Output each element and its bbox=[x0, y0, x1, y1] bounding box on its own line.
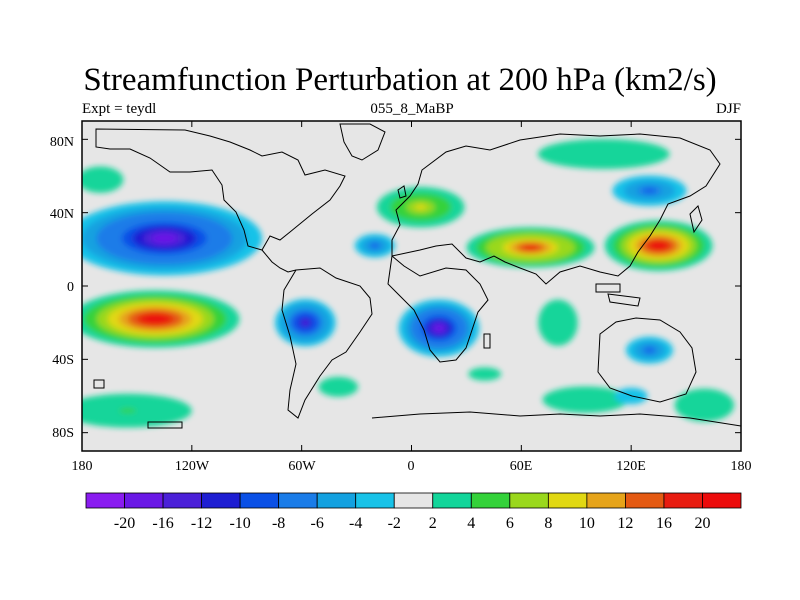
lon-label-180e: 180 bbox=[731, 459, 752, 474]
longitude-axis: 180 120W 60W 0 60E 120E 180 bbox=[72, 459, 752, 474]
anomaly-high-10 bbox=[466, 227, 595, 268]
contour-band bbox=[646, 348, 653, 352]
anomaly-high-13 bbox=[468, 367, 502, 381]
anomaly-low-1 bbox=[354, 233, 396, 258]
contour-band bbox=[119, 408, 137, 413]
colorbar-label: -12 bbox=[191, 515, 212, 532]
contour-band bbox=[433, 324, 445, 332]
period-label: 055_8_MaBP bbox=[370, 101, 454, 117]
anomaly-high-12 bbox=[318, 376, 359, 397]
colorbar-swatch bbox=[124, 492, 164, 509]
colorbar-label: 16 bbox=[656, 515, 672, 532]
colorbar-label: 6 bbox=[506, 515, 514, 532]
lat-label-40n: 40N bbox=[50, 207, 74, 222]
colorbar-label: -20 bbox=[114, 515, 135, 532]
contour-band bbox=[468, 367, 502, 381]
colorbar-label: 12 bbox=[617, 515, 633, 532]
anomaly-high-6 bbox=[82, 166, 124, 193]
anomaly-low-2 bbox=[275, 299, 336, 347]
contour-band bbox=[522, 244, 539, 251]
colorbar-swatch bbox=[85, 492, 125, 509]
lat-label-40s: 40S bbox=[52, 353, 74, 368]
lon-label-120w: 120W bbox=[175, 459, 210, 474]
colorbar-swatch bbox=[470, 492, 511, 509]
colorbar-label: 20 bbox=[694, 515, 710, 532]
lat-label-equator: 0 bbox=[67, 280, 74, 295]
colorbar-swatch bbox=[625, 492, 665, 509]
colorbar-swatch bbox=[355, 492, 395, 509]
lon-label-60e: 60E bbox=[510, 459, 533, 474]
colorbar-swatch bbox=[663, 492, 703, 509]
lat-label-80s: 80S bbox=[52, 426, 74, 441]
colorbar-swatch bbox=[278, 492, 318, 509]
colorbar-label: 8 bbox=[544, 515, 552, 532]
contour-band bbox=[651, 242, 666, 249]
contour-band bbox=[537, 139, 670, 169]
colorbar-swatch bbox=[702, 492, 742, 509]
colorbar-label: 2 bbox=[429, 515, 437, 532]
colorbar-swatch bbox=[316, 492, 357, 509]
lon-label-120e: 120E bbox=[616, 459, 646, 474]
anomaly-low-5 bbox=[625, 336, 674, 364]
colorbar-swatch bbox=[393, 492, 434, 509]
lat-label-80n: 80N bbox=[50, 135, 74, 150]
contour-band bbox=[144, 315, 167, 323]
lon-label-180w: 180 bbox=[72, 459, 93, 474]
colorbar-swatch bbox=[239, 492, 280, 509]
contour-band bbox=[414, 204, 427, 210]
contour-band bbox=[644, 188, 655, 193]
contour-band bbox=[542, 386, 629, 413]
lon-label-0: 0 bbox=[408, 459, 415, 474]
anomaly-high-16 bbox=[674, 388, 735, 422]
anomaly-low-3 bbox=[398, 299, 480, 357]
lon-label-60w: 60W bbox=[288, 459, 316, 474]
colorbar-swatch bbox=[432, 492, 472, 509]
colorbar-label: -16 bbox=[152, 515, 173, 532]
colorbar-swatch bbox=[201, 492, 241, 509]
contour-band bbox=[151, 233, 178, 244]
colorbar-label: -6 bbox=[311, 515, 324, 532]
colorbar-label: -8 bbox=[272, 515, 285, 532]
experiment-label: Expt = teydl bbox=[82, 101, 157, 117]
anomaly-low-0 bbox=[82, 201, 263, 276]
contour-band bbox=[301, 319, 310, 326]
latitude-axis: 80N 40N 0 40S 80S bbox=[50, 135, 74, 441]
anomaly-high-14 bbox=[538, 299, 578, 346]
contour-band bbox=[372, 244, 378, 248]
anomaly-high-15 bbox=[542, 386, 629, 413]
streamfunction-field bbox=[82, 139, 735, 428]
colorbar-swatch bbox=[509, 492, 549, 509]
contour-band bbox=[318, 376, 359, 397]
colorbar: -20 -16 -12 -10 -8 -6 -4 -2 2 4 6 8 10 12 16 20 bbox=[85, 492, 742, 532]
contour-band bbox=[538, 299, 578, 346]
colorbar-label: 4 bbox=[467, 515, 475, 532]
axis-ticks bbox=[81, 121, 742, 451]
colorbar-swatch bbox=[586, 492, 626, 509]
anomaly-high-8 bbox=[82, 393, 192, 428]
coastlines bbox=[93, 123, 741, 429]
anomaly-high-11 bbox=[604, 220, 713, 271]
anomaly-low-4 bbox=[612, 175, 687, 206]
colorbar-label: -2 bbox=[388, 515, 401, 532]
anomaly-high-9 bbox=[376, 186, 465, 228]
colorbar-label: -4 bbox=[349, 515, 362, 532]
contour-band bbox=[674, 388, 735, 422]
colorbar-label: -10 bbox=[229, 515, 250, 532]
season-label: DJF bbox=[715, 101, 741, 117]
colorbar-label: 10 bbox=[579, 515, 595, 532]
anomaly-high-7 bbox=[82, 290, 240, 348]
plot-title: Streamfunction Perturbation at 200 hPa (… bbox=[83, 62, 717, 98]
contour-band bbox=[82, 166, 124, 193]
contour-band bbox=[82, 393, 192, 428]
colorbar-swatch bbox=[162, 492, 202, 509]
colorbar-swatch bbox=[547, 492, 588, 509]
anomaly-high-17 bbox=[537, 139, 670, 169]
